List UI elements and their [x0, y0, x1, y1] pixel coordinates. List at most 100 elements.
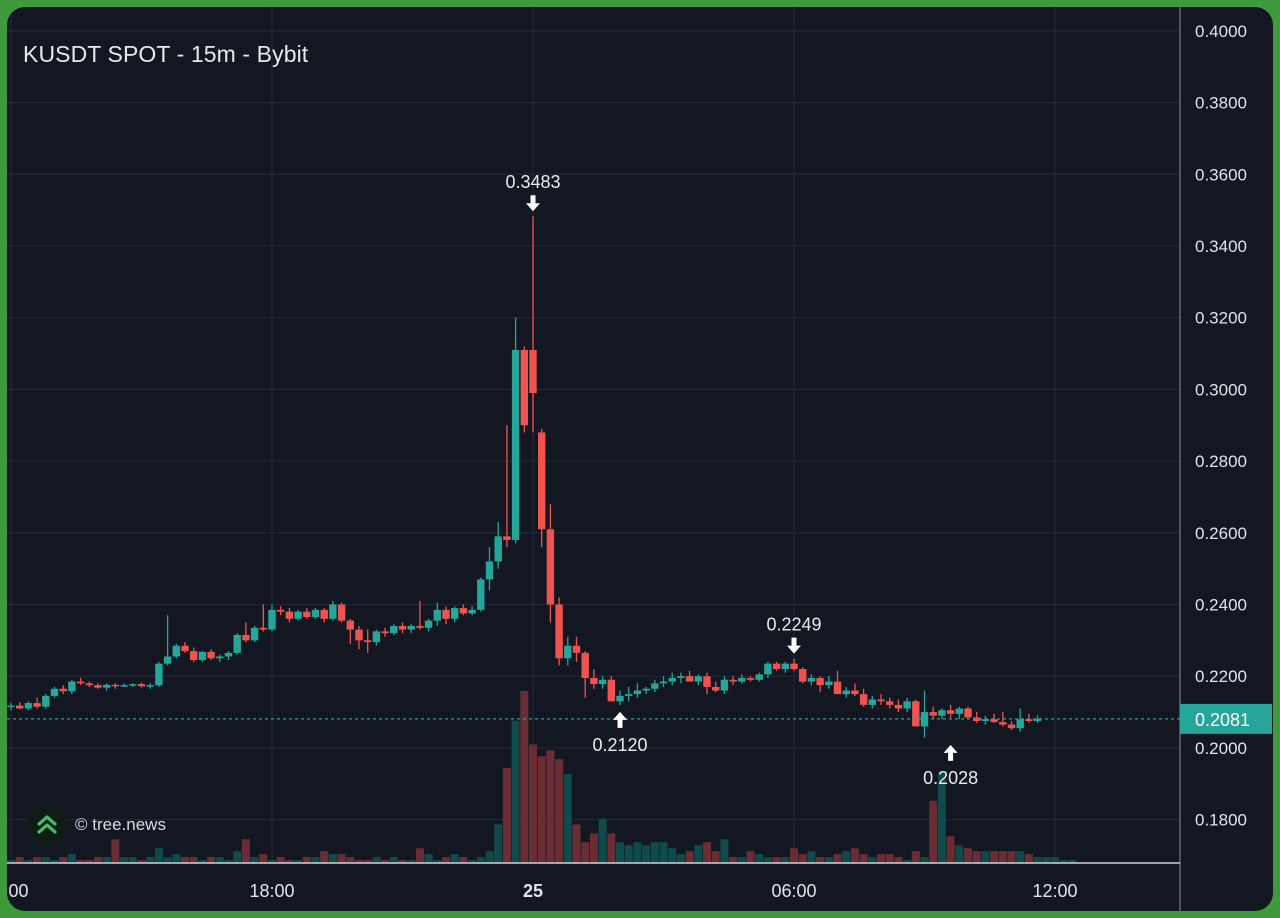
- candle-body: [190, 651, 198, 661]
- candle-body: [1007, 724, 1016, 729]
- y-tick-label: 0.2800: [1195, 452, 1247, 471]
- y-tick-label: 0.3000: [1195, 380, 1247, 399]
- volume-bar: [746, 851, 755, 863]
- y-tick-label: 0.3200: [1195, 309, 1247, 328]
- volume-bar: [1016, 851, 1025, 863]
- volume-bar: [33, 857, 42, 863]
- candle-body: [938, 710, 946, 716]
- volume-bar: [137, 860, 146, 863]
- candle-body: [564, 645, 572, 659]
- candle-body: [120, 685, 128, 687]
- volume-bar: [589, 833, 598, 863]
- volume-bar: [415, 848, 424, 863]
- volume-bar: [581, 842, 590, 863]
- volume-bar: [24, 860, 33, 863]
- volume-bar: [1042, 857, 1051, 863]
- candle-body: [355, 629, 363, 641]
- volume-bar: [407, 860, 416, 863]
- candle-body: [1016, 719, 1024, 729]
- candle-body: [216, 656, 224, 659]
- candle-body: [155, 663, 163, 686]
- candle-body: [868, 699, 876, 705]
- candle-body: [198, 651, 207, 661]
- candle-body: [729, 679, 737, 682]
- volume-bar: [285, 860, 294, 863]
- volume-bar: [816, 857, 825, 863]
- candle-body: [146, 685, 154, 687]
- candle-body: [973, 717, 981, 722]
- volume-bar: [772, 857, 781, 863]
- volume-bar: [102, 857, 111, 863]
- candle-body: [859, 694, 868, 705]
- candle-body: [68, 681, 76, 692]
- candle-body: [372, 631, 381, 643]
- volume-bar: [946, 836, 955, 863]
- volume-bar: [537, 756, 546, 863]
- volume-bar: [920, 857, 929, 863]
- volume-bar: [85, 860, 94, 863]
- candle-body: [790, 663, 798, 670]
- volume-bar: [424, 854, 433, 863]
- candle-body: [85, 683, 93, 686]
- volume-bar: [76, 860, 85, 863]
- volume-bar: [685, 851, 694, 863]
- candle-body: [529, 349, 537, 393]
- x-tick-label: 2:00: [7, 881, 29, 901]
- volume-bar: [850, 848, 859, 863]
- candle-body: [111, 684, 120, 687]
- candle-body: [685, 676, 694, 682]
- volume-bar: [703, 842, 711, 863]
- volume-bar: [189, 857, 198, 863]
- volume-bar: [302, 857, 311, 863]
- volume-bar: [511, 720, 520, 863]
- candle-body: [277, 609, 285, 612]
- grid-lines: [7, 7, 1180, 863]
- volume-bar: [241, 839, 250, 863]
- volume-bar: [450, 854, 459, 863]
- volume-bar: [833, 854, 842, 863]
- watermark: © tree.news: [27, 805, 166, 845]
- volume-bar: [1033, 857, 1042, 863]
- down-arrow-icon: [526, 195, 540, 212]
- volume-bar: [224, 860, 233, 863]
- volume-bar: [355, 860, 363, 863]
- volume-bar: [520, 691, 529, 863]
- volume-bar: [676, 854, 685, 863]
- volume-bar: [998, 851, 1007, 863]
- candle-body: [546, 529, 555, 605]
- volume-bar: [328, 854, 337, 863]
- volume-bar: [363, 860, 372, 863]
- volume-bar: [1024, 854, 1033, 863]
- axes: 0.4000 0.3800 0.3600 0.3400 0.3200 0.3000 0.28…: [7, 7, 1247, 911]
- volume-bar: [181, 857, 189, 863]
- volume-bar: [67, 854, 76, 863]
- candle-body: [616, 695, 624, 702]
- candle-body: [651, 683, 659, 689]
- volume-bar: [633, 842, 642, 863]
- volume-bar: [555, 759, 564, 863]
- volume-bar: [111, 839, 120, 863]
- candle-body: [1025, 719, 1033, 722]
- candle-body: [694, 676, 702, 682]
- candle-body: [999, 722, 1007, 725]
- volume-bar: [294, 860, 303, 863]
- volume-bar: [207, 857, 216, 863]
- volume-bar: [7, 860, 15, 863]
- volume-bar: [807, 851, 816, 863]
- volume-bar: [198, 860, 207, 863]
- volume-bar: [381, 860, 390, 863]
- candle-body: [703, 676, 711, 687]
- candle-body: [894, 704, 903, 709]
- up-arrow-icon: [613, 711, 627, 728]
- volume-bar: [311, 857, 320, 863]
- volume-bar: [842, 851, 851, 863]
- volume-bar: [259, 854, 268, 863]
- candle-body: [842, 690, 850, 695]
- watermark-text: © tree.news: [75, 815, 166, 834]
- candle-body: [903, 701, 911, 709]
- candle-body: [920, 712, 929, 727]
- candlestick-chart[interactable]: 0.4000 0.3800 0.3600 0.3400 0.3200 0.3000 0.28…: [7, 7, 1273, 911]
- volume-bar: [668, 848, 677, 863]
- candle-body: [172, 645, 180, 657]
- candle-body: [303, 611, 311, 618]
